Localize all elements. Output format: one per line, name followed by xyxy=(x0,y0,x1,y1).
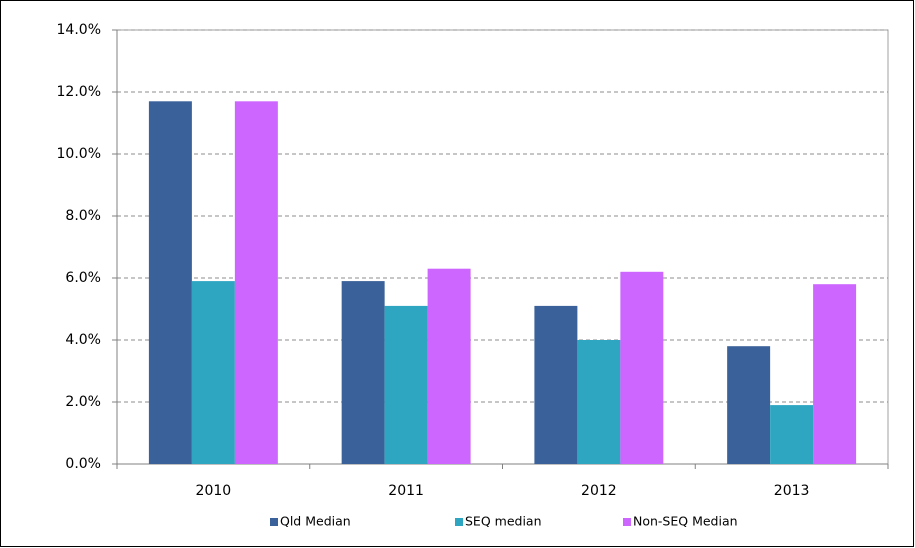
bar xyxy=(427,268,471,464)
bar xyxy=(620,271,664,464)
x-tick-label: 2011 xyxy=(388,483,424,499)
bar xyxy=(148,101,192,465)
bar xyxy=(813,284,857,464)
y-tick-label: 4.0% xyxy=(65,332,101,348)
x-tick-label: 2010 xyxy=(196,483,232,499)
legend-marker xyxy=(455,518,463,526)
legend-label: Non-SEQ Median xyxy=(633,514,738,529)
y-tick-label: 8.0% xyxy=(65,208,101,224)
legend-label: Qld Median xyxy=(280,514,351,529)
bar xyxy=(341,281,385,464)
x-tick-label: 2013 xyxy=(774,483,810,499)
bar xyxy=(384,305,428,464)
y-tick-label: 12.0% xyxy=(57,84,101,100)
y-tick-label: 6.0% xyxy=(65,270,101,286)
legend-marker xyxy=(270,518,278,526)
x-tick-label: 2012 xyxy=(581,483,617,499)
bar xyxy=(727,346,771,464)
y-tick-label: 2.0% xyxy=(65,394,101,410)
bar xyxy=(770,405,814,464)
y-tick-label: 0.0% xyxy=(65,456,101,472)
bar xyxy=(577,340,621,464)
y-tick-label: 14.0% xyxy=(57,22,101,38)
bar xyxy=(191,281,235,464)
bar xyxy=(234,101,278,465)
legend-label: SEQ median xyxy=(465,514,542,529)
y-tick-label: 10.0% xyxy=(57,146,101,162)
bar xyxy=(534,305,578,464)
legend-marker xyxy=(623,518,631,526)
